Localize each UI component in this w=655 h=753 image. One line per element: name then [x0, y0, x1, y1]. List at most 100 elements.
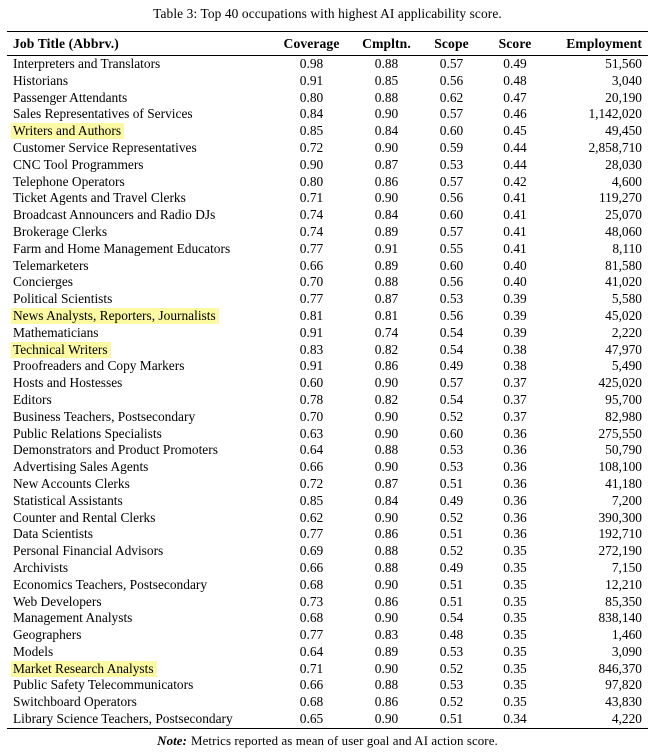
- scope-cell: 0.56: [439, 190, 464, 206]
- score-cell: 0.35: [503, 660, 527, 676]
- table-row: Sales Representatives of Services 0.84 0.9…: [7, 106, 648, 123]
- scope-cell: 0.51: [439, 475, 464, 491]
- cmpltn-cell: 0.90: [374, 509, 399, 525]
- note-label: Note:: [157, 733, 188, 748]
- table-row: Library Science Teachers, Postsecondary 0…: [7, 711, 648, 728]
- cmpltn-cell: 0.81: [374, 307, 399, 323]
- scope-cell: 0.62: [439, 89, 464, 105]
- score-cell: 0.40: [503, 274, 527, 290]
- employment-cell: 3,090: [611, 643, 642, 659]
- scope-cell: 0.52: [439, 408, 464, 424]
- score-cell: 0.35: [503, 627, 527, 643]
- cmpltn-cell: 0.88: [374, 274, 399, 290]
- scope-cell: 0.54: [439, 341, 464, 357]
- employment-cell: 3,040: [611, 72, 642, 88]
- cmpltn-cell: 0.90: [374, 408, 399, 424]
- coverage-cell: 0.77: [299, 240, 324, 256]
- scope-cell: 0.49: [439, 559, 464, 575]
- job-title-cell: New Accounts Clerks: [13, 475, 130, 491]
- job-title-cell: Web Developers: [13, 593, 102, 609]
- table-row: New Accounts Clerks 0.72 0.87 0.51 0.36 41,18…: [7, 476, 648, 493]
- table-body: Interpreters and Translators 0.98 0.88 0.57…: [7, 56, 648, 729]
- score-cell: 0.38: [503, 358, 527, 374]
- employment-cell: 1,142,020: [588, 106, 642, 122]
- coverage-cell: 0.72: [299, 475, 324, 491]
- employment-cell: 4,600: [611, 173, 642, 189]
- scope-cell: 0.52: [439, 543, 464, 559]
- coverage-cell: 0.77: [299, 291, 324, 307]
- score-cell: 0.44: [503, 139, 527, 155]
- cmpltn-cell: 0.86: [374, 358, 399, 374]
- table-row: Broadcast Announcers and Radio DJs 0.74 0.…: [7, 207, 648, 224]
- table-row: Technical Writers 0.83 0.82 0.54 0.38 47,970: [7, 341, 648, 359]
- col-header-cmpltn: Cmpltn.: [354, 31, 419, 56]
- employment-cell: 85,350: [605, 593, 642, 609]
- coverage-cell: 0.62: [299, 509, 324, 525]
- score-cell: 0.41: [503, 190, 527, 206]
- col-header-employment: Employment: [546, 31, 648, 56]
- coverage-cell: 0.66: [299, 257, 324, 273]
- table-row: Geographers 0.77 0.83 0.48 0.35 1,460: [7, 627, 648, 644]
- scope-cell: 0.60: [439, 257, 464, 273]
- employment-cell: 108,100: [598, 459, 642, 475]
- scope-cell: 0.57: [439, 56, 464, 71]
- employment-cell: 51,560: [605, 56, 642, 71]
- header-row: Job Title (Abbrv.) Coverage Cmpltn. Scop…: [7, 31, 648, 56]
- scope-cell: 0.49: [439, 358, 464, 374]
- table-row: Statistical Assistants 0.85 0.84 0.49 0.36 7,…: [7, 493, 648, 510]
- scope-cell: 0.52: [439, 509, 464, 525]
- employment-cell: 7,200: [611, 492, 642, 508]
- table-row: Economics Teachers, Postsecondary 0.68 0.9…: [7, 577, 648, 594]
- coverage-cell: 0.63: [299, 425, 324, 441]
- score-cell: 0.48: [503, 72, 527, 88]
- coverage-cell: 0.74: [299, 207, 324, 223]
- cmpltn-cell: 0.74: [374, 324, 399, 340]
- table-row: Telemarketers 0.66 0.89 0.60 0.40 81,580: [7, 258, 648, 275]
- cmpltn-cell: 0.88: [374, 56, 399, 71]
- employment-cell: 81,580: [605, 257, 642, 273]
- job-title-cell: Archivists: [13, 559, 69, 575]
- coverage-cell: 0.81: [299, 307, 324, 323]
- coverage-cell: 0.80: [299, 173, 324, 189]
- coverage-cell: 0.71: [299, 660, 324, 676]
- scope-cell: 0.53: [439, 156, 464, 172]
- job-title-cell: Public Safety Telecommunicators: [13, 677, 194, 693]
- coverage-cell: 0.78: [299, 391, 324, 407]
- table-row: Demonstrators and Product Promoters 0.64 0…: [7, 442, 648, 459]
- scope-cell: 0.51: [439, 711, 464, 727]
- col-header-job-title: Job Title (Abbrv.): [7, 31, 269, 56]
- scope-cell: 0.60: [439, 425, 464, 441]
- cmpltn-cell: 0.83: [374, 627, 399, 643]
- score-cell: 0.36: [503, 509, 527, 525]
- job-title-cell: Interpreters and Translators: [13, 56, 161, 71]
- score-cell: 0.35: [503, 610, 527, 626]
- coverage-cell: 0.64: [299, 643, 324, 659]
- coverage-cell: 0.85: [299, 492, 324, 508]
- highlighted-job-title: News Analysts, Reporters, Journalists: [11, 307, 219, 324]
- employment-cell: 2,220: [611, 324, 642, 340]
- job-title-cell: Business Teachers, Postsecondary: [13, 408, 196, 424]
- table-row: Mathematicians 0.91 0.74 0.54 0.39 2,220: [7, 325, 648, 342]
- occupations-table: Job Title (Abbrv.) Coverage Cmpltn. Scop…: [7, 31, 648, 729]
- employment-cell: 48,060: [605, 223, 642, 239]
- employment-cell: 41,180: [605, 475, 642, 491]
- table-row: Public Relations Specialists 0.63 0.90 0.60…: [7, 426, 648, 443]
- table-row: Writers and Authors 0.85 0.84 0.60 0.45 49,45…: [7, 123, 648, 140]
- score-cell: 0.41: [503, 240, 527, 256]
- table-row: Models 0.64 0.89 0.53 0.35 3,090: [7, 644, 648, 661]
- employment-cell: 390,300: [598, 509, 642, 525]
- cmpltn-cell: 0.90: [374, 375, 399, 391]
- cmpltn-cell: 0.91: [374, 240, 399, 256]
- job-title-cell: CNC Tool Programmers: [13, 156, 144, 172]
- coverage-cell: 0.91: [299, 324, 324, 340]
- employment-cell: 28,030: [605, 156, 642, 172]
- employment-cell: 272,190: [598, 543, 642, 559]
- scope-cell: 0.53: [439, 459, 464, 475]
- coverage-cell: 0.84: [299, 106, 324, 122]
- score-cell: 0.47: [503, 89, 527, 105]
- scope-cell: 0.53: [439, 291, 464, 307]
- cmpltn-cell: 0.90: [374, 106, 399, 122]
- employment-cell: 49,450: [605, 123, 642, 139]
- score-cell: 0.38: [503, 341, 527, 357]
